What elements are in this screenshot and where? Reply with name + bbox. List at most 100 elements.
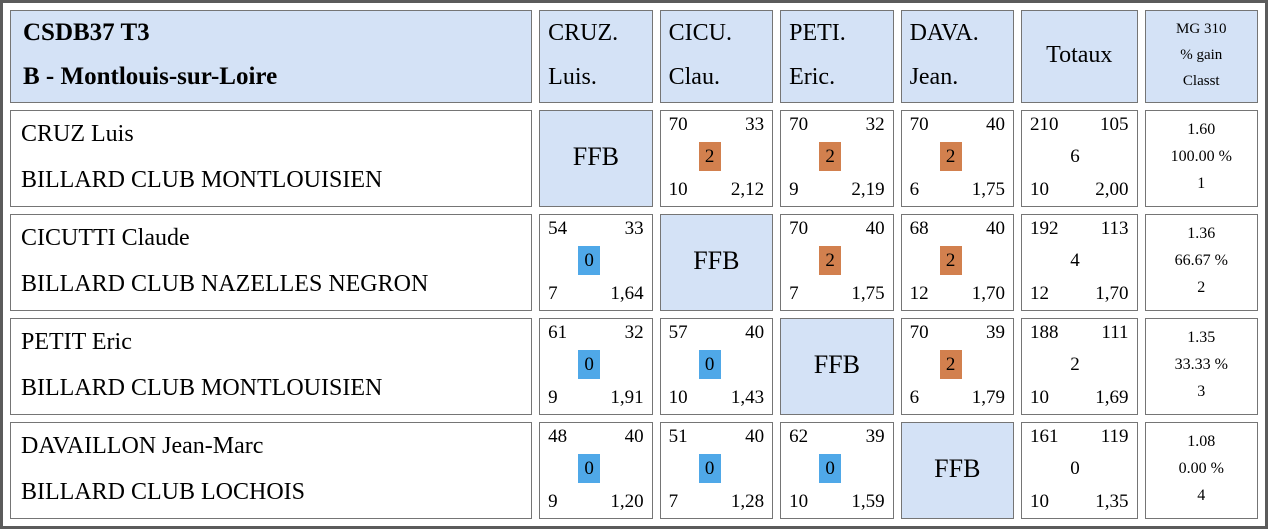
match-points-total: 4 bbox=[1070, 250, 1080, 272]
points-scored: 51 bbox=[668, 425, 688, 447]
total-best-run: 10 bbox=[1030, 386, 1050, 408]
mg-label: MG 310 bbox=[1176, 20, 1227, 37]
match-score-top: 70 40 bbox=[781, 219, 892, 238]
ffb-cell: FFB bbox=[659, 213, 774, 311]
gain-percent: 100.00 % bbox=[1170, 148, 1232, 166]
match-score-top: 68 40 bbox=[902, 219, 1013, 238]
points-scored: 61 bbox=[548, 321, 568, 343]
points-badge: 2 bbox=[819, 246, 842, 276]
mg-value: 1.08 bbox=[1187, 433, 1216, 451]
points-scored: 54 bbox=[548, 217, 568, 239]
points-badge: 2 bbox=[939, 350, 962, 380]
match-cell: 70 40 2 6 1,75 bbox=[900, 109, 1015, 207]
totals-top: 188 111 bbox=[1022, 323, 1136, 342]
total-innings: 113 bbox=[1100, 217, 1129, 239]
points-badge: 0 bbox=[578, 350, 601, 380]
totals-match-points: 6 bbox=[1022, 142, 1136, 171]
points-scored: 57 bbox=[668, 321, 688, 343]
column-header-peti: PETI. Eric. bbox=[780, 10, 894, 103]
match-score-top: 70 32 bbox=[781, 115, 892, 134]
gain-percent: 0.00 % bbox=[1178, 460, 1224, 478]
totals-match-points: 4 bbox=[1022, 246, 1136, 275]
totals-bottom: 10 1,35 bbox=[1022, 492, 1136, 511]
match-score-top: 62 39 bbox=[781, 427, 892, 446]
mg-value: 1.60 bbox=[1187, 121, 1216, 139]
player-name: DAVAILLON Jean-Marc bbox=[21, 432, 264, 459]
classt-label: Classt bbox=[1182, 72, 1220, 89]
totals-top: 161 119 bbox=[1022, 427, 1136, 446]
average: 1,75 bbox=[971, 178, 1006, 200]
best-run: 10 bbox=[789, 490, 809, 512]
totals-match-points: 2 bbox=[1022, 350, 1136, 379]
summary-cell: 1.36 66.67 % 2 bbox=[1144, 213, 1258, 311]
total-points: 210 bbox=[1030, 113, 1059, 135]
column-header-name: PETI. bbox=[789, 19, 846, 46]
player-cell: CRUZ Luis BILLARD CLUB MONTLOUISIEN bbox=[10, 109, 533, 207]
match-result: 2 bbox=[781, 142, 892, 172]
match-score-bottom: 10 1,59 bbox=[781, 492, 892, 511]
column-header-firstname: Jean. bbox=[909, 63, 959, 90]
match-score-bottom: 9 1,20 bbox=[540, 492, 651, 511]
summary-cell: 1.60 100.00 % 1 bbox=[1144, 109, 1258, 207]
column-header-name: CICU. bbox=[668, 19, 732, 46]
points-scored: 48 bbox=[548, 425, 568, 447]
match-score-top: 51 40 bbox=[661, 427, 772, 446]
points-badge: 2 bbox=[698, 142, 721, 172]
best-run: 9 bbox=[789, 178, 799, 200]
total-best-run: 10 bbox=[1030, 490, 1050, 512]
match-cell: 61 32 0 9 1,91 bbox=[539, 317, 653, 415]
match-cell: 62 39 0 10 1,59 bbox=[780, 421, 894, 519]
innings-or-opp: 39 bbox=[986, 321, 1006, 343]
totals-top: 210 105 bbox=[1022, 115, 1136, 134]
match-score-bottom: 10 2,12 bbox=[661, 180, 772, 199]
average: 1,75 bbox=[851, 282, 885, 304]
match-score-top: 70 39 bbox=[902, 323, 1013, 342]
points-scored: 62 bbox=[789, 425, 809, 447]
player-cell: CICUTTI Claude BILLARD CLUB NAZELLES NEG… bbox=[10, 213, 533, 311]
column-header-dava: DAVA. Jean. bbox=[900, 10, 1015, 103]
total-innings: 105 bbox=[1100, 113, 1129, 135]
total-average: 1,70 bbox=[1095, 282, 1129, 304]
match-score-bottom: 9 2,19 bbox=[781, 180, 892, 199]
match-points-total: 6 bbox=[1070, 146, 1080, 168]
match-score-top: 61 32 bbox=[540, 323, 651, 342]
match-result: 0 bbox=[540, 246, 651, 276]
points-scored: 70 bbox=[909, 113, 929, 135]
column-header-cruz: CRUZ. Luis. bbox=[539, 10, 653, 103]
points-badge: 0 bbox=[819, 454, 842, 484]
average: 1,43 bbox=[730, 386, 765, 408]
innings-or-opp: 32 bbox=[865, 113, 885, 135]
best-run: 7 bbox=[668, 490, 679, 512]
match-score-bottom: 6 1,75 bbox=[902, 180, 1013, 199]
total-average: 1,35 bbox=[1095, 490, 1129, 512]
match-cell: 70 39 2 6 1,79 bbox=[900, 317, 1015, 415]
match-result: 0 bbox=[661, 454, 772, 484]
total-average: 2,00 bbox=[1095, 178, 1129, 200]
totals-cell: 161 119 0 10 1,35 bbox=[1021, 421, 1138, 519]
points-scored: 68 bbox=[909, 217, 929, 239]
match-score-top: 57 40 bbox=[661, 323, 772, 342]
totals-bottom: 10 2,00 bbox=[1022, 180, 1136, 199]
match-result: 2 bbox=[902, 246, 1013, 276]
column-header-name: DAVA. bbox=[909, 19, 979, 46]
total-best-run: 10 bbox=[1030, 178, 1050, 200]
best-run: 9 bbox=[548, 490, 558, 512]
points-badge: 0 bbox=[698, 454, 721, 484]
header-row: CSDB37 T3 B - Montlouis-sur-Loire CRUZ. … bbox=[10, 10, 1258, 103]
match-cell: 70 40 2 7 1,75 bbox=[780, 213, 894, 311]
total-points: 192 bbox=[1030, 217, 1059, 239]
column-header-mg: MG 310 % gain Classt bbox=[1144, 10, 1258, 103]
gain-percent: 33.33 % bbox=[1174, 356, 1228, 374]
best-run: 6 bbox=[909, 178, 920, 200]
table-row: CRUZ Luis BILLARD CLUB MONTLOUISIEN FFB … bbox=[10, 109, 1258, 207]
match-points-total: 2 bbox=[1070, 354, 1080, 376]
match-score-bottom: 9 1,91 bbox=[540, 388, 651, 407]
match-result: 2 bbox=[661, 142, 772, 172]
totals-bottom: 10 1,69 bbox=[1022, 388, 1136, 407]
innings-or-opp: 40 bbox=[986, 113, 1006, 135]
mg-value: 1.35 bbox=[1187, 329, 1216, 347]
summary-cell: 1.35 33.33 % 3 bbox=[1144, 317, 1258, 415]
innings-or-opp: 33 bbox=[745, 113, 765, 135]
gain-percent: 66.67 % bbox=[1174, 252, 1228, 270]
